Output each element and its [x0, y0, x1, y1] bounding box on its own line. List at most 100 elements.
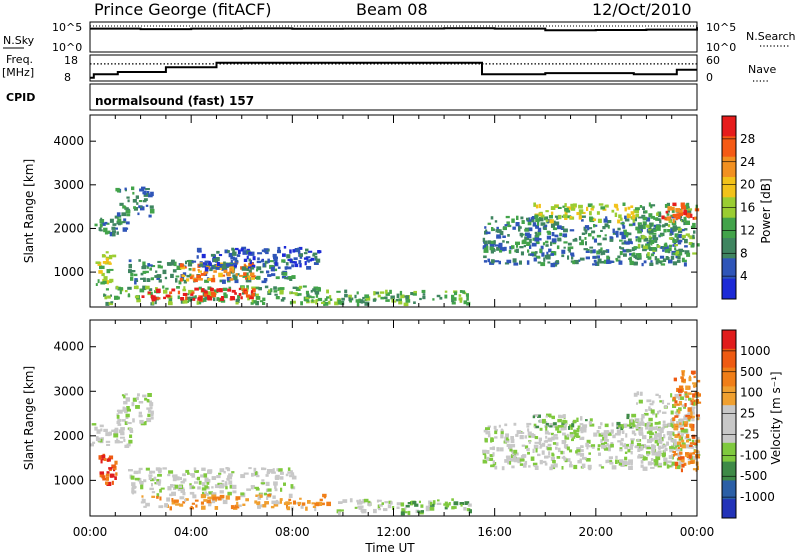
- echo-cell: [622, 445, 628, 448]
- echo-cell: [674, 411, 677, 414]
- echo-cell: [109, 232, 114, 237]
- colorbar-swatch: [722, 136, 736, 158]
- colorbar-tick-label: 24: [740, 155, 755, 169]
- echo-cell: [167, 262, 172, 266]
- echo-cell: [322, 300, 326, 303]
- echo-cell: [490, 259, 495, 264]
- echo-cell: [251, 264, 256, 268]
- echo-cell: [626, 214, 631, 219]
- echo-cell: [180, 297, 185, 301]
- echo-cell: [141, 186, 146, 190]
- echo-cell: [156, 479, 160, 484]
- echo-cell: [671, 208, 675, 213]
- echo-cell: [528, 435, 532, 438]
- echo-cell: [163, 296, 166, 300]
- echo-cell: [360, 299, 364, 304]
- echo-cell: [680, 429, 686, 433]
- echo-cell: [254, 486, 259, 489]
- echo-cell: [692, 411, 695, 415]
- echo-cell: [202, 491, 205, 497]
- echo-cell: [545, 445, 549, 450]
- echo-cell: [390, 295, 395, 300]
- echo-cell: [140, 205, 143, 208]
- echo-cell: [214, 506, 219, 510]
- echo-cell: [400, 511, 405, 516]
- echo-cell: [629, 258, 633, 262]
- echo-cell: [655, 224, 660, 229]
- echo-cell: [519, 458, 525, 462]
- echo-cell: [667, 422, 671, 427]
- echo-cell: [673, 377, 677, 382]
- echo-cell: [678, 435, 682, 439]
- echo-cell: [189, 483, 192, 487]
- echo-cell: [154, 300, 157, 305]
- echo-cell: [624, 456, 628, 461]
- echo-cell: [101, 475, 106, 479]
- echo-cell: [245, 294, 251, 298]
- echo-cell: [631, 253, 634, 257]
- echo-cell: [572, 419, 577, 424]
- echo-cell: [204, 279, 209, 283]
- echo-cell: [637, 223, 641, 227]
- echo-cell: [637, 446, 643, 451]
- echo-cell: [648, 239, 654, 244]
- echo-cell: [624, 215, 627, 220]
- echo-cell: [633, 261, 638, 265]
- ytick-label: 3000: [53, 384, 84, 398]
- echo-cell: [632, 252, 636, 255]
- echo-cell: [673, 214, 676, 218]
- echo-cell: [579, 426, 584, 432]
- echo-cell: [432, 298, 435, 301]
- echo-cell: [255, 471, 258, 476]
- echo-cell: [198, 264, 201, 267]
- echo-cell: [124, 421, 128, 425]
- echo-cell: [635, 226, 640, 231]
- echo-cell: [672, 439, 677, 443]
- echo-cell: [678, 248, 683, 252]
- echo-cell: [561, 450, 565, 455]
- echo-cell: [591, 218, 597, 221]
- echo-cell: [182, 272, 187, 276]
- echo-cell: [142, 261, 146, 266]
- colorbar-tick-label: -25: [740, 427, 760, 441]
- echo-cell: [537, 221, 540, 226]
- echo-cell: [185, 498, 189, 501]
- echo-cell: [159, 479, 162, 482]
- echo-cell: [620, 462, 625, 467]
- echo-cell: [561, 226, 565, 229]
- echo-cell: [179, 496, 185, 500]
- echo-cell: [262, 297, 266, 301]
- echo-cell: [661, 399, 665, 405]
- colorbar-swatch: [722, 330, 736, 350]
- echo-cell: [105, 476, 109, 481]
- echo-cell: [263, 492, 267, 495]
- echo-cell: [140, 501, 145, 504]
- echo-cell: [670, 393, 673, 398]
- echo-cell: [674, 247, 677, 251]
- echo-cell: [546, 235, 551, 240]
- echo-cell: [123, 395, 126, 399]
- echo-cell: [273, 481, 278, 486]
- echo-cell: [399, 290, 403, 296]
- echo-cell: [681, 205, 686, 210]
- echo-cell: [143, 193, 149, 197]
- echo-cell: [539, 217, 544, 222]
- echo-cell: [690, 411, 693, 416]
- echo-cell: [230, 259, 233, 263]
- echo-cell: [176, 286, 180, 289]
- echo-cell: [285, 262, 289, 266]
- echo-cell: [322, 493, 327, 498]
- echo-cell: [574, 259, 579, 265]
- echo-cell: [574, 237, 578, 241]
- echo-cell: [99, 265, 105, 269]
- echo-cell: [615, 455, 618, 459]
- echo-cell: [279, 290, 284, 295]
- echo-cell: [667, 465, 672, 468]
- echo-cell: [487, 425, 491, 428]
- echo-cell: [681, 370, 686, 373]
- echo-cell: [650, 438, 653, 442]
- echo-cell: [271, 500, 277, 504]
- echo-cell: [305, 248, 309, 252]
- echo-cell: [581, 436, 585, 440]
- echo-cell: [211, 494, 217, 498]
